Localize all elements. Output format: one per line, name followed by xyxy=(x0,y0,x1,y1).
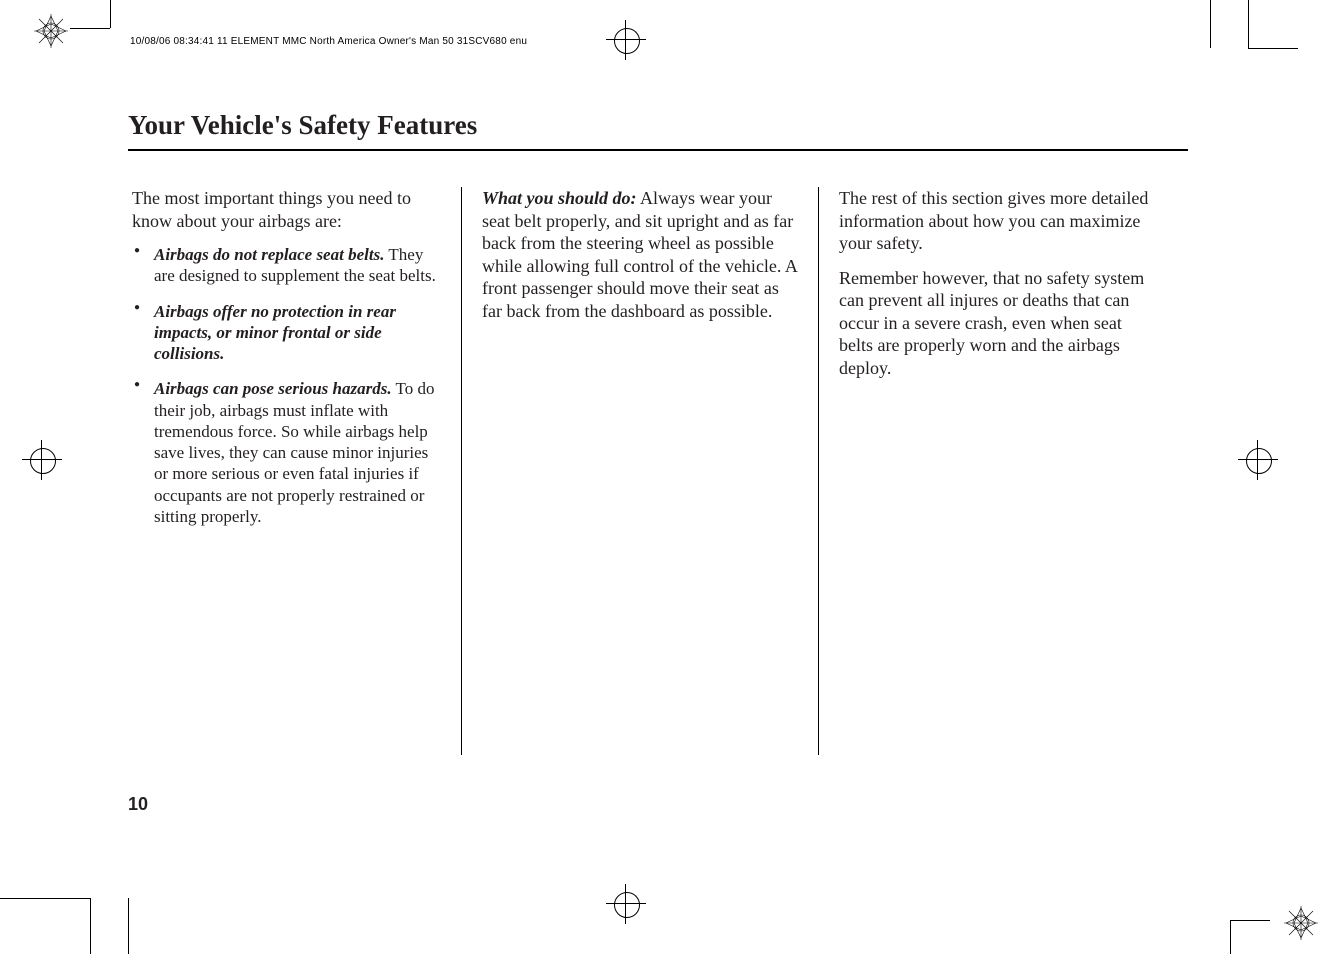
registration-mark-left xyxy=(22,440,62,480)
print-header-stamp: 10/08/06 08:34:41 11 ELEMENT MMC North A… xyxy=(130,36,527,47)
columns: The most important things you need to kn… xyxy=(128,187,1188,755)
registration-mark-bottom xyxy=(606,884,646,924)
title-rule xyxy=(128,149,1188,151)
col2-lead: What you should do: xyxy=(482,188,637,208)
printer-starburst-br xyxy=(1284,906,1318,940)
crop-mark xyxy=(110,0,111,28)
bullet-1-lead: Airbags do not replace seat belts. xyxy=(154,245,384,264)
col1-bullets: Airbags do not replace seat belts. They … xyxy=(132,244,441,527)
crop-mark xyxy=(1230,920,1270,921)
crop-mark xyxy=(1248,48,1298,49)
page-content: Your Vehicle's Safety Features The most … xyxy=(128,110,1188,755)
column-2: What you should do: Always wear your sea… xyxy=(461,187,818,755)
crop-mark xyxy=(70,28,110,29)
printer-starburst-tl xyxy=(34,14,68,48)
col3-p1: The rest of this section gives more deta… xyxy=(839,187,1155,255)
col3-p2: Remember however, that no safety system … xyxy=(839,267,1155,380)
crop-mark xyxy=(90,898,91,954)
col2-paragraph: What you should do: Always wear your sea… xyxy=(482,187,798,322)
col1-intro: The most important things you need to kn… xyxy=(132,187,441,232)
bullet-2-lead: Airbags offer no protection in rear impa… xyxy=(154,302,396,364)
column-1: The most important things you need to kn… xyxy=(128,187,461,755)
crop-mark xyxy=(1230,920,1231,954)
page-number: 10 xyxy=(128,794,148,815)
crop-mark xyxy=(128,898,129,954)
bullet-1: Airbags do not replace seat belts. They … xyxy=(132,244,441,287)
bullet-2: Airbags offer no protection in rear impa… xyxy=(132,301,441,365)
bullet-3: Airbags can pose serious hazards. To do … xyxy=(132,378,441,527)
bullet-3-lead: Airbags can pose serious hazards. xyxy=(154,379,392,398)
crop-mark xyxy=(1210,0,1211,48)
registration-mark-right xyxy=(1238,440,1278,480)
crop-mark xyxy=(1248,0,1249,48)
page-title: Your Vehicle's Safety Features xyxy=(128,110,1188,141)
bullet-3-rest: To do their job, airbags must inflate wi… xyxy=(154,379,434,526)
registration-mark-top xyxy=(606,20,646,60)
crop-mark xyxy=(0,898,90,899)
column-3: The rest of this section gives more deta… xyxy=(818,187,1175,755)
